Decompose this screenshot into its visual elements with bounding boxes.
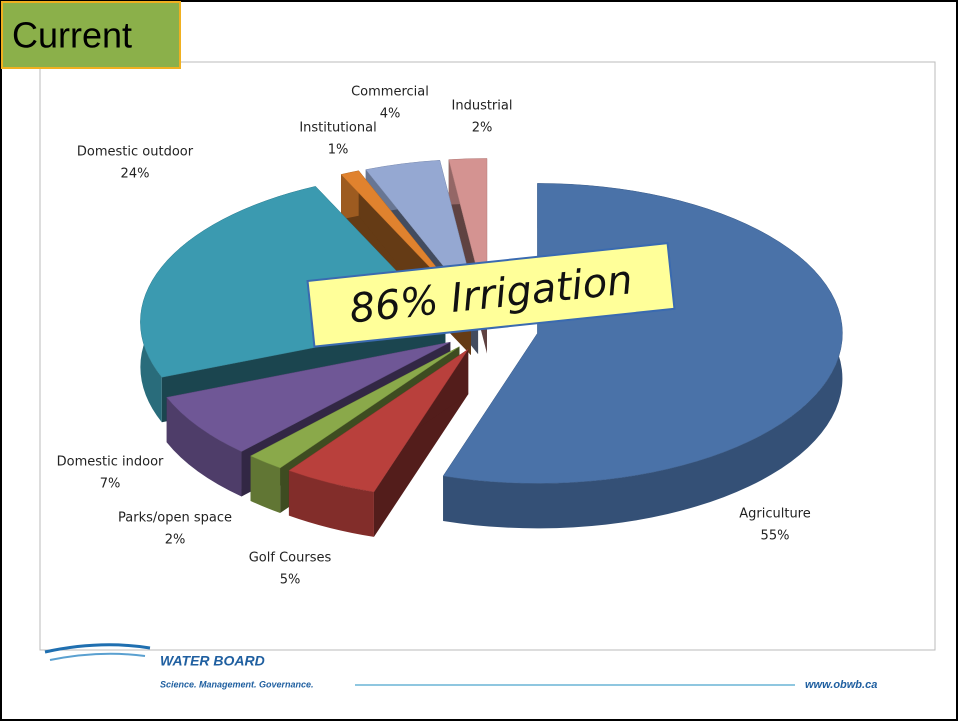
slice-value: 24% (121, 167, 150, 182)
slice-label: Agriculture (739, 507, 811, 522)
slice (288, 349, 469, 493)
slice-value: 7% (100, 477, 121, 492)
footer-url: www.obwb.ca (805, 679, 877, 691)
slice-label: Commercial (351, 85, 429, 100)
labels: Agriculture 55% Golf Courses 5% Parks/open s… (57, 85, 811, 588)
slice-side (288, 470, 374, 537)
slice-side (166, 397, 242, 497)
slice-value: 4% (380, 107, 401, 122)
slice-label: Golf Courses (249, 551, 332, 566)
title: Current (12, 15, 132, 56)
title-box (1, 1, 181, 69)
slice-label: Domestic indoor (57, 455, 164, 470)
slice-value: 5% (280, 573, 301, 588)
footer-org: WATER BOARD (160, 653, 265, 669)
slice-side (443, 183, 843, 529)
logo-arc (44, 643, 151, 654)
callout-box (306, 242, 676, 348)
slice-label: Parks/open space (118, 511, 232, 526)
slice (250, 346, 460, 469)
footer-tagline: Science. Management. Governance. (160, 679, 314, 689)
slice-value: 2% (165, 533, 186, 548)
slice-value: 1% (328, 143, 349, 158)
slice-label: Domestic outdoor (77, 145, 194, 160)
slice (166, 341, 451, 452)
slice-label: Institutional (299, 121, 376, 136)
slice-value: 55% (761, 529, 790, 544)
chart-frame (39, 61, 936, 651)
slice-side (250, 455, 281, 513)
logo-arc (49, 652, 146, 661)
slice-label: Industrial (452, 99, 513, 114)
slice-value: 2% (472, 121, 493, 136)
